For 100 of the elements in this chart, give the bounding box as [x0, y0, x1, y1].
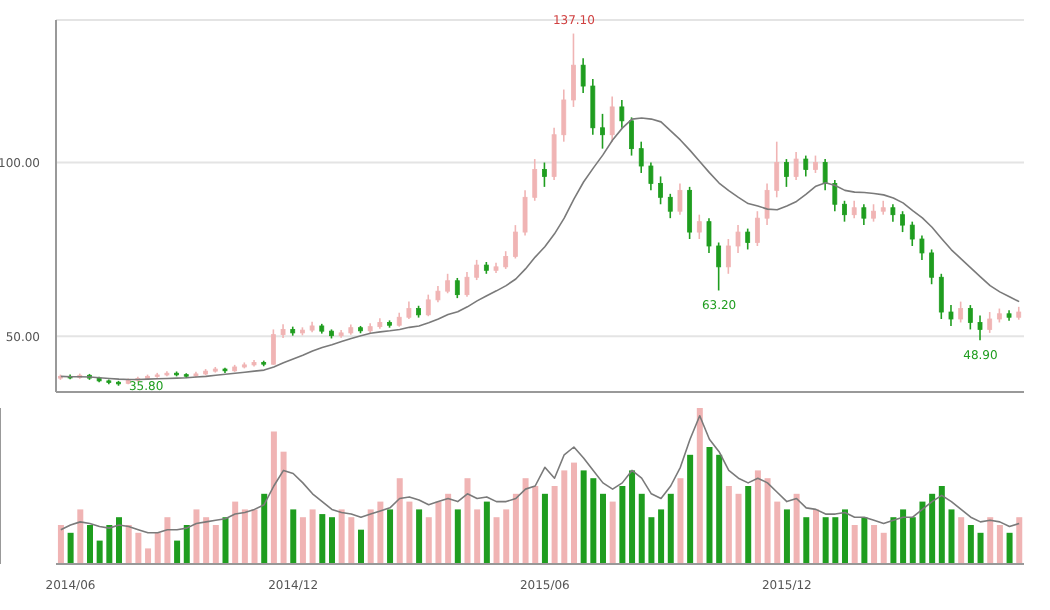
candlestick — [900, 210, 905, 233]
bar — [696, 408, 703, 564]
bar — [483, 501, 490, 564]
candlestick — [667, 193, 673, 219]
bar — [212, 525, 219, 564]
candlestick — [706, 217, 712, 254]
bar — [512, 493, 519, 564]
bar — [658, 509, 665, 564]
bar — [677, 478, 684, 564]
candlestick — [754, 210, 760, 247]
candlestick — [919, 234, 925, 261]
bar — [203, 517, 210, 564]
bar — [183, 525, 190, 564]
bar — [609, 501, 616, 564]
bar — [1016, 517, 1023, 564]
candlestick — [270, 328, 276, 366]
candlestick — [861, 203, 867, 226]
candlestick — [590, 78, 596, 136]
bar — [977, 532, 984, 564]
bar — [783, 509, 790, 564]
candlestick — [609, 95, 615, 143]
bar — [842, 509, 849, 564]
candlestick — [638, 140, 644, 174]
candlestick — [793, 151, 799, 181]
candlestick — [445, 272, 451, 295]
candlestick — [745, 227, 751, 251]
bar — [570, 462, 577, 564]
candlestick — [542, 161, 547, 188]
bar — [967, 525, 974, 564]
bar — [57, 525, 64, 564]
bar — [328, 517, 335, 564]
candlestick — [803, 154, 809, 178]
candlestick — [716, 241, 722, 292]
candlestick — [987, 311, 993, 334]
candlestick — [600, 113, 605, 150]
candlestick — [580, 57, 586, 94]
line-series — [60, 117, 1020, 381]
bar — [619, 486, 626, 564]
candlestick — [532, 158, 538, 202]
candlestick — [677, 182, 683, 216]
bar — [241, 509, 248, 564]
bar — [929, 493, 936, 564]
bar — [996, 525, 1003, 564]
bar — [900, 509, 907, 564]
candlestick — [648, 161, 654, 192]
bar — [890, 517, 897, 564]
bar — [174, 540, 181, 564]
bar — [299, 517, 306, 564]
bar — [145, 548, 152, 564]
bar — [667, 493, 674, 564]
candlestick — [948, 304, 954, 327]
bar — [261, 493, 268, 564]
bar — [67, 532, 74, 564]
bar — [251, 509, 258, 564]
bar — [86, 525, 93, 564]
bar — [716, 454, 723, 564]
bar — [793, 493, 800, 564]
candlestick — [764, 182, 770, 226]
candlestick — [725, 238, 731, 275]
candlestick — [464, 271, 470, 298]
candlestick — [958, 300, 964, 324]
bar — [880, 532, 887, 564]
bar — [232, 501, 239, 564]
bar — [416, 509, 423, 564]
candlestick — [909, 220, 915, 247]
candlestick — [696, 213, 702, 240]
bar — [687, 454, 694, 564]
candlestick — [474, 259, 480, 281]
bar — [445, 493, 452, 564]
bar — [454, 509, 461, 564]
bar — [464, 478, 471, 564]
bar — [735, 493, 742, 564]
candlestick — [784, 158, 789, 188]
candlestick — [629, 116, 634, 157]
bar — [77, 509, 84, 564]
candlestick — [977, 314, 983, 341]
candlestick — [735, 224, 741, 254]
bar — [474, 509, 481, 564]
bar — [387, 509, 394, 564]
candlestick — [929, 248, 935, 286]
candlestick — [561, 88, 567, 143]
bar — [193, 509, 200, 564]
candlestick — [425, 293, 431, 318]
bar — [309, 509, 316, 564]
bar — [871, 525, 878, 564]
bar — [290, 509, 297, 564]
candlestick — [967, 304, 973, 331]
candlestick — [571, 32, 576, 108]
candlestick — [658, 175, 663, 206]
candlestick — [619, 99, 625, 129]
candlestick — [938, 272, 944, 320]
candlestick — [551, 126, 557, 181]
bar — [754, 470, 761, 564]
bar — [987, 517, 994, 564]
bar — [745, 486, 752, 564]
bar — [358, 529, 365, 564]
candlestick — [687, 186, 693, 240]
bar — [1006, 532, 1013, 564]
bar — [541, 493, 548, 564]
bar — [851, 525, 858, 564]
